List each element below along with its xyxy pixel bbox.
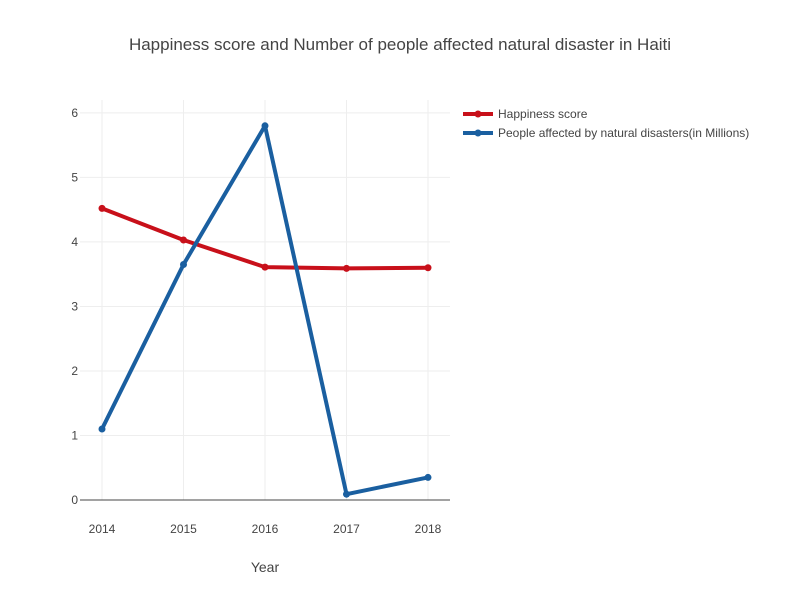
data-point <box>343 264 350 272</box>
data-point <box>261 122 269 130</box>
x-tick-label: 2017 <box>333 522 360 536</box>
series-1 <box>98 204 432 272</box>
legend-marker <box>474 110 482 118</box>
legend-marker <box>474 129 482 137</box>
data-point <box>180 261 187 269</box>
x-axis-ticks: 2014 2015 2016 2017 2018 <box>89 522 442 536</box>
x-axis-label: Year <box>251 559 280 575</box>
data-point <box>180 236 187 244</box>
series-2 <box>98 122 432 498</box>
y-tick-label: 6 <box>71 106 78 120</box>
data-point <box>98 204 106 212</box>
x-tick-label: 2014 <box>89 522 116 536</box>
y-tick-label: 4 <box>71 235 78 249</box>
x-tick-label: 2015 <box>170 522 197 536</box>
legend-label: Happiness score <box>498 107 588 121</box>
data-point <box>261 263 269 271</box>
chart-title: Happiness score and Number of people aff… <box>129 35 671 54</box>
x-tick-label: 2016 <box>252 522 279 536</box>
data-point <box>424 473 432 481</box>
legend-label: People affected by natural disasters(in … <box>498 126 749 140</box>
y-tick-label: 3 <box>71 299 78 313</box>
data-point <box>343 490 350 498</box>
data-point <box>98 425 106 433</box>
y-tick-label: 1 <box>71 428 78 442</box>
x-tick-label: 2018 <box>415 522 442 536</box>
legend-item[interactable]: People affected by natural disasters(in … <box>463 126 749 140</box>
y-axis-ticks: 0 1 2 3 4 5 6 <box>71 106 78 507</box>
series-layer <box>98 122 432 498</box>
y-tick-label: 5 <box>71 170 78 184</box>
grid <box>80 100 450 500</box>
data-point <box>424 264 432 272</box>
y-tick-label: 2 <box>71 364 78 378</box>
legend-item[interactable]: Happiness score <box>463 107 588 121</box>
y-tick-label: 0 <box>71 493 78 507</box>
legend: Happiness score People affected by natura… <box>463 107 749 140</box>
